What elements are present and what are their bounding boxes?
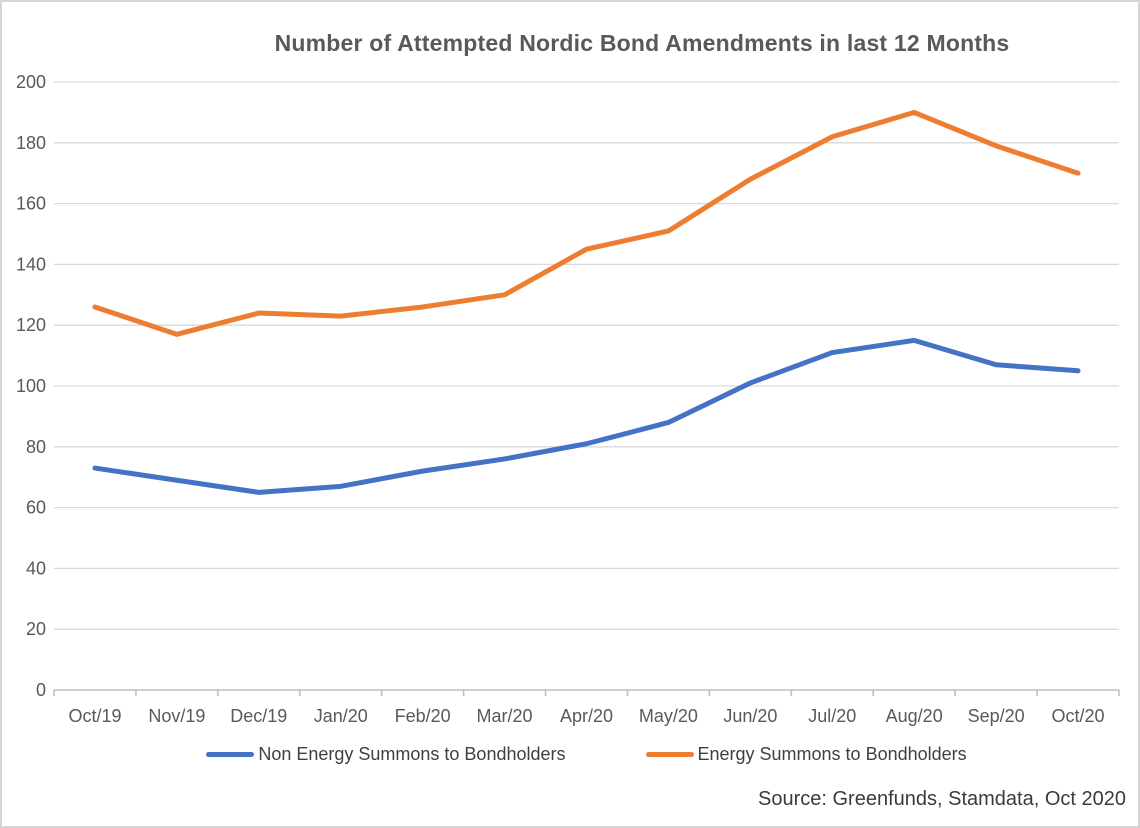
series-line-non-energy-summons-to-bondholders: [92, 337, 1081, 495]
x-tick-label: Oct/19: [68, 706, 121, 726]
chart-title: Number of Attempted Nordic Bond Amendmen…: [274, 30, 1010, 56]
x-tick-label: May/20: [639, 706, 698, 726]
legend-swatch-non-energy-icon: [206, 752, 255, 757]
x-tick-label: Mar/20: [477, 706, 533, 726]
y-tick-label: 40: [26, 558, 46, 578]
x-tick-label: Oct/20: [1052, 706, 1105, 726]
x-tick-label: Jul/20: [808, 706, 856, 726]
x-tick-label: Jan/20: [314, 706, 368, 726]
legend-label-energy: Energy Summons to Bondholders: [697, 744, 967, 764]
legend-item-energy: Energy Summons to Bondholders: [645, 744, 967, 765]
x-tick-label: Feb/20: [395, 706, 451, 726]
source-note: Source: Greenfunds, Stamdata, Oct 2020: [758, 788, 1126, 810]
y-tick-label: 180: [16, 133, 46, 153]
y-tick-label: 20: [26, 619, 46, 639]
legend-label-non-energy: Non Energy Summons to Bondholders: [258, 744, 566, 764]
x-tick-label: Jun/20: [723, 706, 777, 726]
y-tick-label: 120: [16, 315, 46, 335]
y-tick-label: 0: [36, 680, 46, 700]
x-tick-label: Sep/20: [968, 706, 1025, 726]
legend: Non Energy Summons to Bondholders Energy…: [54, 744, 1119, 765]
y-tick-label: 100: [16, 376, 46, 396]
y-tick-label: 80: [26, 437, 46, 457]
x-tick-label: Apr/20: [560, 706, 613, 726]
y-tick-label: 160: [16, 194, 46, 214]
x-tick-label: Nov/19: [148, 706, 205, 726]
x-tick-label: Dec/19: [230, 706, 287, 726]
legend-swatch-energy-icon: [645, 752, 694, 757]
legend-item-non-energy: Non Energy Summons to Bondholders: [206, 744, 566, 765]
y-tick-label: 60: [26, 498, 46, 518]
x-tick-label: Aug/20: [886, 706, 943, 726]
series-line-energy-summons-to-bondholders: [92, 109, 1081, 337]
y-tick-label: 200: [16, 72, 46, 92]
y-tick-label: 140: [16, 254, 46, 274]
